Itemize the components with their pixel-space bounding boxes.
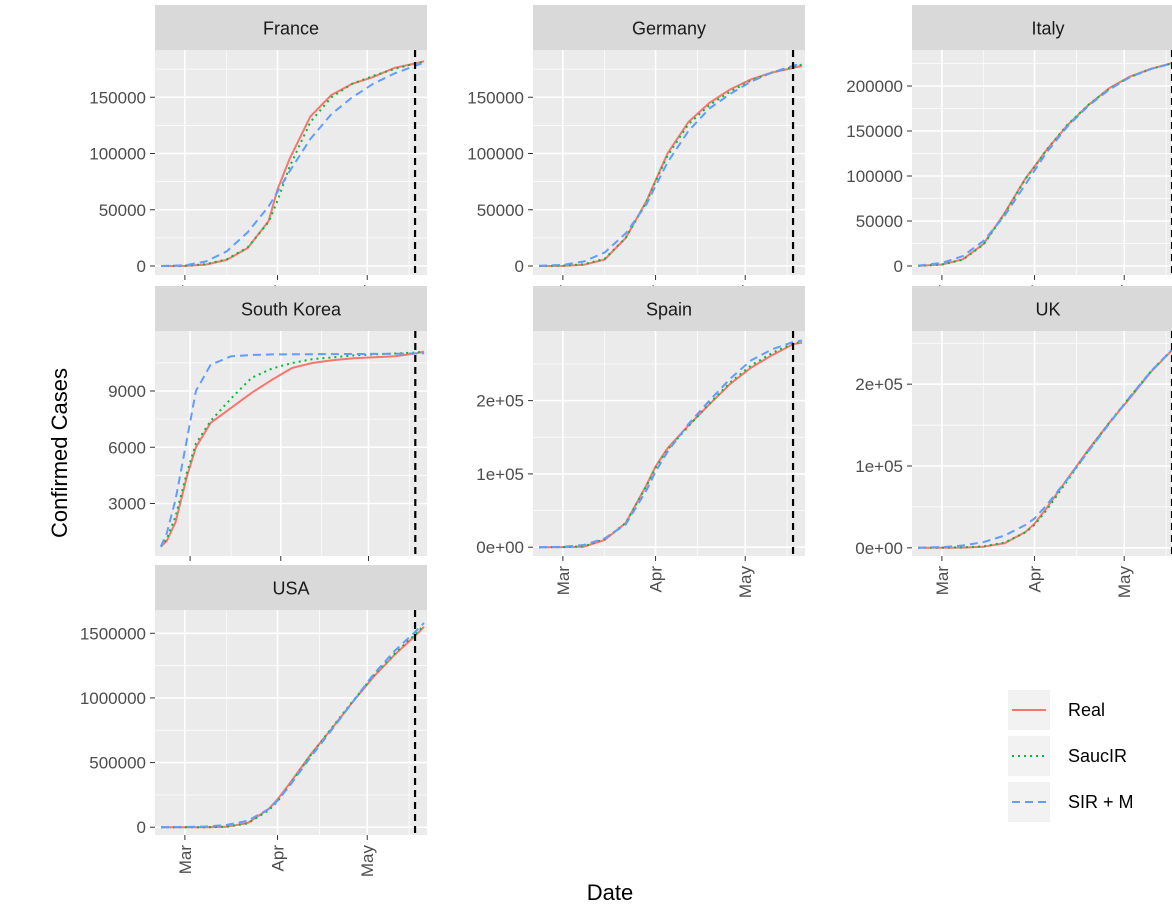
- x-tick-label: Mar: [554, 566, 573, 596]
- panel-strip: [155, 5, 427, 50]
- y-tick-label: 0: [894, 257, 903, 276]
- y-tick-label: 0e+00: [476, 538, 524, 557]
- panel-strip: [155, 286, 427, 331]
- series-line-sir-m: [159, 352, 425, 548]
- x-axis-title: Date: [586, 880, 634, 905]
- y-tick-label: 1e+05: [476, 465, 524, 484]
- y-tick-label: 50000: [477, 201, 524, 220]
- series-line-saucir: [917, 62, 1172, 267]
- y-tick-label: 6000: [108, 438, 146, 457]
- y-tick-label: 1000000: [80, 689, 146, 708]
- y-tick-label: 100000: [846, 167, 903, 186]
- y-tick-label: 50000: [856, 212, 903, 231]
- panel-background: [533, 50, 805, 275]
- panel-background: [912, 331, 1172, 556]
- x-tick-label: May: [358, 845, 377, 878]
- legend-label-real: Real: [1068, 700, 1106, 720]
- series-line-real: [160, 350, 425, 548]
- panel-strip: [155, 565, 427, 610]
- y-tick-label: 1e+05: [855, 457, 903, 476]
- y-tick-label: 500000: [89, 754, 146, 773]
- y-tick-label: 1500000: [80, 624, 146, 643]
- y-tick-label: 150000: [467, 88, 524, 107]
- y-tick-label: 3000: [108, 495, 146, 514]
- panel-uk: UK 0e+00 1e+05 2e+05 Mar Apr May: [855, 286, 1172, 598]
- series-line-sir-m: [917, 62, 1172, 267]
- y-axis-title: Confirmed Cases: [47, 368, 72, 538]
- y-tick-label: 150000: [89, 88, 146, 107]
- legend-key-saucir: [1008, 736, 1050, 776]
- panel-title: Spain: [646, 300, 692, 320]
- y-tick-label: 9000: [108, 382, 146, 401]
- panel-title: Germany: [632, 19, 706, 39]
- panel-title: USA: [272, 579, 309, 599]
- series-line-sir-m: [917, 348, 1172, 549]
- panel-usa: USA 0 500000 1000000 1500000 Mar Apr May: [80, 565, 427, 877]
- y-tick-label: 2e+05: [855, 375, 903, 394]
- panel-spain: Spain 0e+00 1e+05 2e+05 Mar Apr May: [476, 286, 805, 598]
- panel-title: France: [263, 19, 319, 39]
- series-line-sir-m: [538, 62, 803, 267]
- series-line-real: [160, 60, 425, 267]
- panel-strip: [912, 5, 1172, 50]
- x-tick-label: Apr: [647, 566, 666, 593]
- panel-france: France050000100000150000MarAprMay: [89, 5, 427, 317]
- panel-title: South Korea: [241, 300, 342, 320]
- series-line-sir-m: [160, 622, 425, 829]
- x-tick-label: Mar: [176, 845, 195, 875]
- y-tick-label: 200000: [846, 77, 903, 96]
- y-tick-label: 100000: [89, 145, 146, 164]
- y-tick-label: 0: [515, 257, 524, 276]
- x-tick-label: Mar: [933, 566, 952, 596]
- panel-strip: [533, 286, 805, 331]
- panel-background: [912, 50, 1172, 275]
- y-tick-label: 150000: [846, 122, 903, 141]
- series-line-saucir: [161, 624, 425, 829]
- panel-title: UK: [1035, 300, 1060, 320]
- legend-item-real: Real: [1008, 690, 1158, 730]
- y-tick-label: 50000: [99, 201, 146, 220]
- panel-strip: [912, 286, 1172, 331]
- series-line-sir-m: [160, 61, 425, 267]
- series-line-real: [918, 348, 1172, 549]
- panel-background: [533, 331, 805, 556]
- y-tick-label: 2e+05: [476, 392, 524, 411]
- x-tick-label: Apr: [269, 845, 288, 872]
- y-tick-label: 0: [137, 257, 146, 276]
- y-tick-label: 0: [137, 818, 146, 837]
- legend-label-sir-m: SIR + M: [1068, 792, 1134, 812]
- panel-south-korea: South Korea 3000 6000 9000: [108, 286, 427, 561]
- series-line-saucir: [538, 341, 803, 549]
- panel-italy: Italy050000100000150000200000MarAprMay: [846, 5, 1172, 317]
- panel-background: [155, 610, 427, 835]
- panel-title: Italy: [1031, 19, 1064, 39]
- legend-label-saucir: SaucIR: [1068, 746, 1128, 766]
- series-line-sir-m: [538, 339, 803, 549]
- panel-germany: Germany050000100000150000MarAprMay: [467, 5, 805, 317]
- x-tick-label: Apr: [1026, 566, 1045, 593]
- x-tick-label: May: [1115, 566, 1134, 599]
- legend-item-saucir: SaucIR: [1008, 736, 1158, 776]
- legend: Real SaucIR SIR + M: [1008, 690, 1158, 838]
- series-line-real: [538, 341, 803, 549]
- legend-item-sir-m: SIR + M: [1008, 782, 1158, 822]
- legend-key-sir-m: [1008, 782, 1050, 822]
- y-tick-label: 0e+00: [855, 539, 903, 558]
- y-tick-label: 100000: [467, 145, 524, 164]
- x-tick-label: May: [736, 566, 755, 599]
- legend-key-real: [1008, 690, 1050, 730]
- panel-strip: [533, 5, 805, 50]
